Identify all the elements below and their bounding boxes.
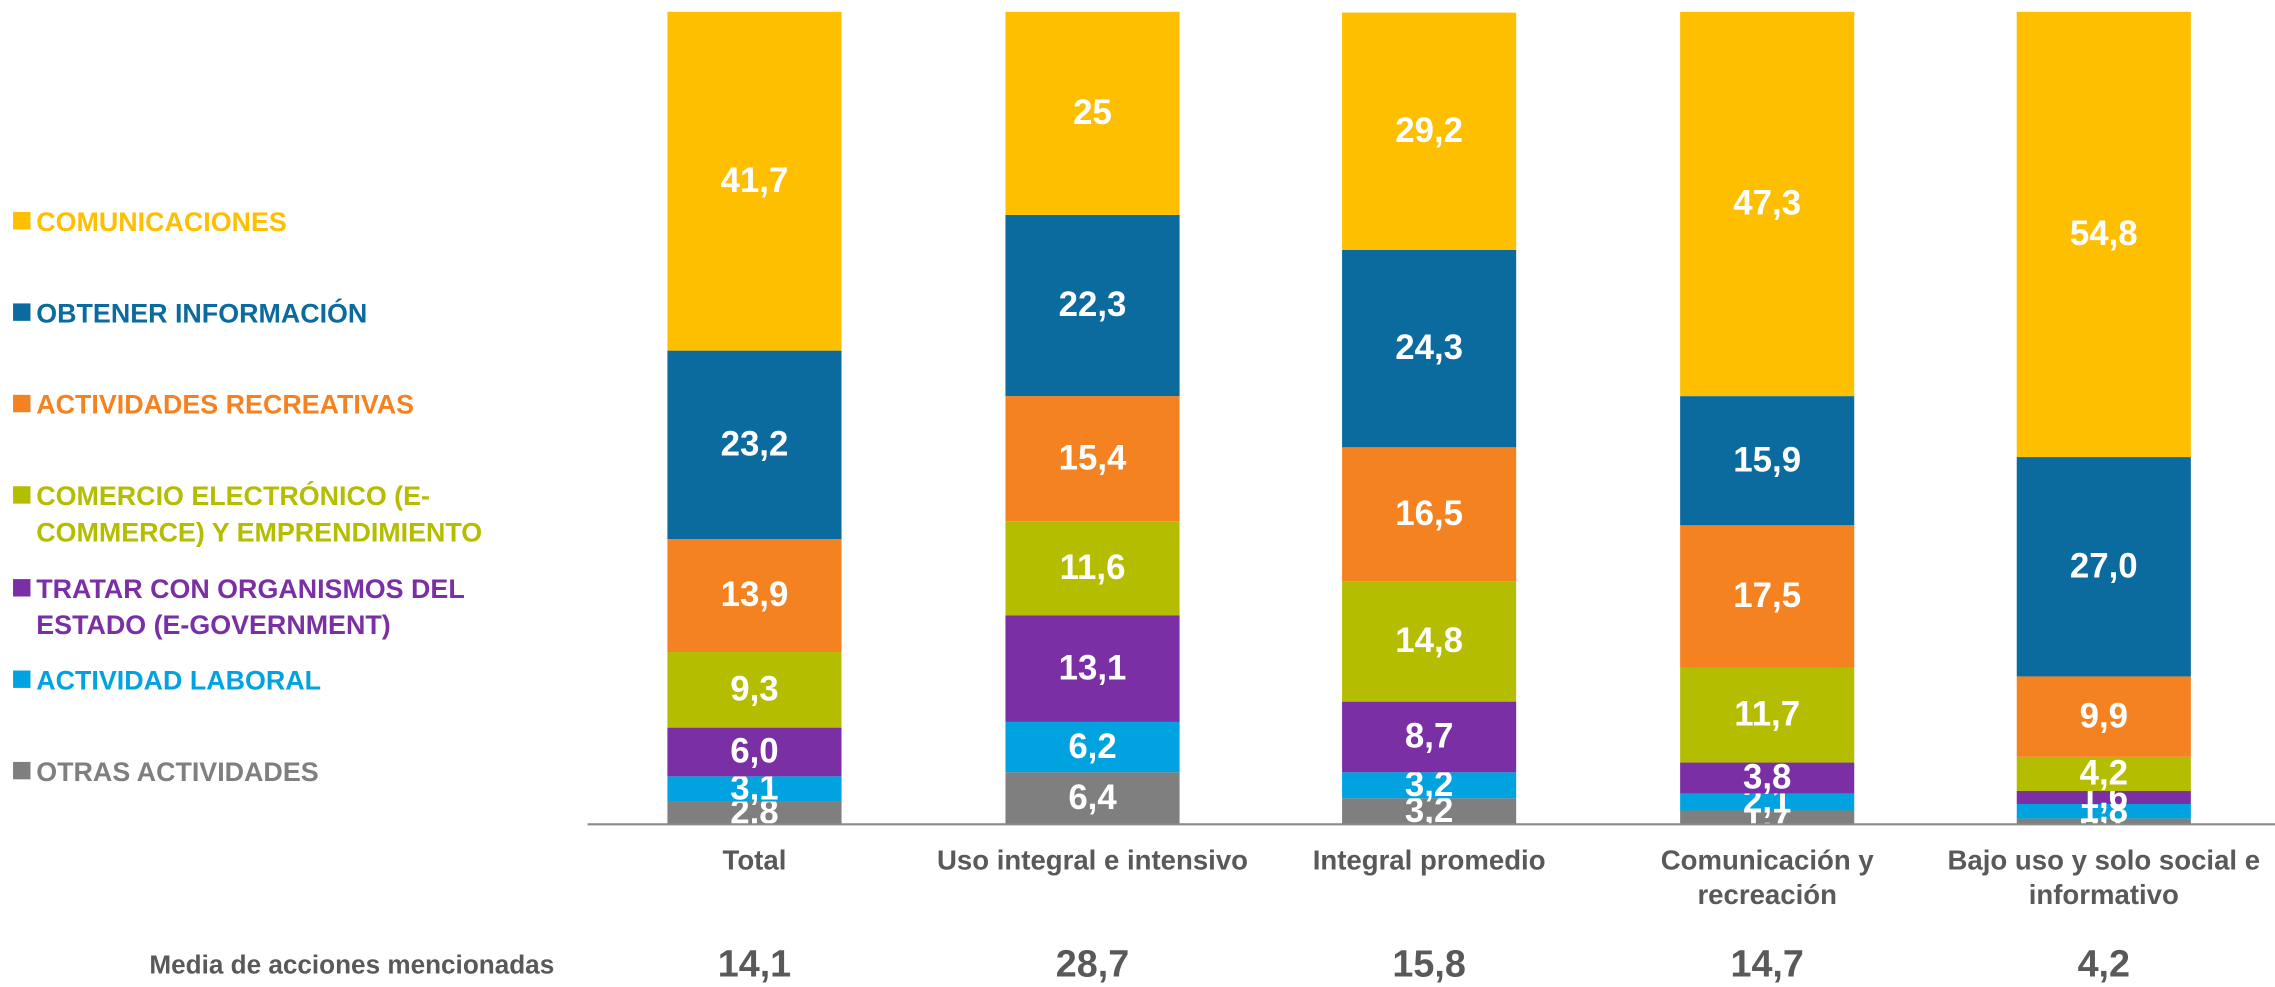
bar-segment	[1680, 810, 1855, 825]
bar-segment	[1342, 249, 1517, 448]
legend-label-box: ACTIVIDADES RECREATIVAS	[36, 389, 415, 420]
x-tick-label: Comunicación y recreación	[1660, 846, 1874, 912]
x-tick-label: Total	[722, 846, 787, 877]
data-label: 6,2	[1068, 727, 1116, 766]
x-tick-label-box: Comunicación y recreación	[1660, 846, 1874, 912]
bar-segment	[1680, 11, 1855, 397]
x-tick-label-box: Total	[722, 846, 787, 877]
x-tick-label: Uso integral e intensivo	[937, 846, 1248, 877]
legend-label: ACTIVIDAD LABORAL	[36, 664, 322, 696]
mean-value: 14,7	[1730, 942, 1803, 984]
data-label: 3,8	[1743, 758, 1791, 797]
mean-value: 14,1	[718, 942, 791, 984]
bar-segment	[2016, 803, 2191, 819]
legend-swatch	[13, 303, 31, 321]
data-label: 22,3	[1059, 285, 1127, 324]
data-label: 25	[1073, 93, 1112, 132]
legend-label: COMERCIO ELECTRÓNICO (E-COMMERCE) Y EMPR…	[36, 480, 483, 548]
x-tick-label-box: Uso integral e intensivo	[937, 846, 1248, 877]
legend-swatch	[13, 670, 31, 688]
data-label: 54,8	[2070, 214, 2138, 253]
bar-segment	[2016, 457, 2191, 677]
x-tick-label-box: Integral promedio	[1312, 846, 1546, 877]
bar-segment	[1342, 12, 1517, 250]
legend-swatch	[13, 579, 31, 597]
legend-label-box: COMUNICACIONES	[36, 206, 287, 237]
data-label: 9,9	[2080, 696, 2128, 735]
x-tick-label: Bajo uso y solo social e informativo	[1947, 846, 2261, 912]
legend-label: ACTIVIDADES RECREATIVAS	[36, 389, 415, 420]
legend-label: OBTENER INFORMACIÓN	[36, 297, 368, 329]
data-label: 11,7	[1734, 695, 1800, 734]
legend-label: OTRAS ACTIVIDADES	[36, 756, 319, 787]
bar-segment	[1680, 667, 1855, 763]
bar-segment	[1680, 793, 1855, 811]
legend-label-box: OTRAS ACTIVIDADES	[36, 756, 319, 787]
legend-label-box: OBTENER INFORMACIÓN	[36, 297, 368, 329]
bar-segment	[2016, 756, 2191, 791]
bar-segment	[1005, 721, 1180, 773]
bar-segment	[1342, 772, 1517, 799]
data-label: 47,3	[1733, 184, 1801, 223]
bar-segment	[667, 776, 842, 802]
legend-swatch	[13, 212, 31, 230]
data-label: 6,0	[730, 732, 778, 771]
bar-segment	[667, 539, 842, 653]
data-label: 15,4	[1059, 438, 1127, 477]
bar-segment	[2016, 676, 2191, 757]
bar-segment	[1342, 701, 1517, 773]
data-label: 13,1	[1059, 648, 1127, 687]
bar-segment	[1005, 615, 1180, 722]
bar-segment	[1680, 525, 1855, 668]
mean-value: 28,7	[1056, 942, 1129, 984]
x-tick-label-box: Bajo uso y solo social e informativo	[1947, 846, 2261, 912]
data-label: 24,3	[1395, 328, 1463, 367]
data-label: 9,3	[730, 669, 778, 708]
bar-segment	[2016, 790, 2191, 804]
data-label: 14,8	[1395, 621, 1463, 660]
legend-label: TRATAR CON ORGANISMOS DEL ESTADO (E-GOVE…	[36, 573, 465, 641]
data-label: 41,7	[721, 161, 789, 200]
data-label: 4,2	[2080, 754, 2128, 793]
x-tick-label: Integral promedio	[1312, 846, 1546, 877]
bar-segment	[667, 350, 842, 540]
bar-segment	[1680, 396, 1855, 526]
data-label: 29,2	[1395, 111, 1463, 150]
legend-label-box: TRATAR CON ORGANISMOS DEL ESTADO (E-GOVE…	[36, 573, 465, 641]
legend-swatch	[13, 394, 31, 413]
data-label: 6,4	[1068, 778, 1117, 817]
bar-segment	[667, 801, 842, 825]
bar-segment	[2016, 11, 2191, 458]
data-label: 16,5	[1395, 494, 1463, 533]
mean-value: 15,8	[1392, 942, 1465, 984]
legend-label-box: ACTIVIDAD LABORAL	[36, 664, 322, 696]
bar-segment	[1005, 214, 1180, 397]
bar-segment	[1342, 447, 1517, 582]
data-label: 23,2	[721, 425, 789, 464]
data-label: 17,5	[1733, 576, 1801, 615]
bar-segment	[1342, 581, 1517, 702]
means-label: Media de acciones mencionadas	[149, 949, 554, 979]
legend-label-box: COMERCIO ELECTRÓNICO (E-COMMERCE) Y EMPR…	[36, 480, 483, 548]
data-label: 27,0	[2070, 546, 2138, 585]
data-label: 11,6	[1060, 548, 1126, 587]
bar-segment	[667, 11, 842, 351]
legend-label: COMUNICACIONES	[36, 206, 287, 237]
bar-segment	[667, 652, 842, 728]
bar-segment	[1005, 11, 1180, 215]
legend-swatch	[13, 486, 31, 504]
bar-segment	[667, 727, 842, 777]
bar-segment	[1005, 396, 1180, 522]
data-label: 15,9	[1733, 440, 1801, 479]
bar-segment	[1005, 772, 1180, 825]
data-label: 13,9	[721, 575, 789, 614]
data-label: 8,7	[1405, 717, 1453, 756]
legend-swatch	[13, 761, 31, 780]
bar-segment	[1342, 798, 1517, 825]
bar-segment	[2016, 818, 2191, 825]
bar-segment	[1680, 762, 1855, 794]
bar-segment	[1005, 521, 1180, 616]
mean-value: 4,2	[2078, 942, 2130, 984]
